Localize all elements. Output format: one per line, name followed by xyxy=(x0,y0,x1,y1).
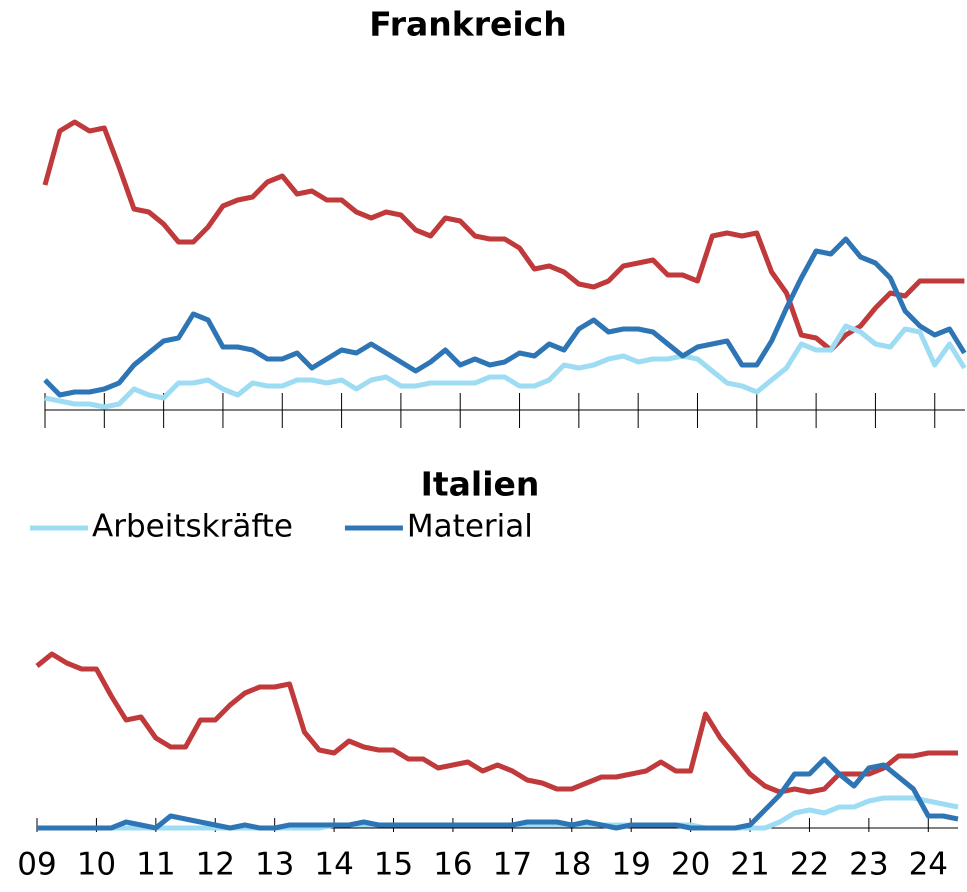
x-tick-label: 10 xyxy=(77,847,116,883)
x-tick-label: 16 xyxy=(433,847,472,883)
series-line xyxy=(42,119,965,353)
x-tick-label: 15 xyxy=(374,847,413,883)
series-line xyxy=(44,323,967,410)
legend-label: Arbeitskräfte xyxy=(92,509,293,545)
chart-title: Italien xyxy=(421,465,540,504)
x-tick-label: 20 xyxy=(671,847,710,883)
x-tick-label: 14 xyxy=(314,847,353,883)
x-tick-label: 23 xyxy=(849,847,888,883)
x-tick-label: 13 xyxy=(255,847,294,883)
x-tick-label: 17 xyxy=(493,847,532,883)
legend-label: Material xyxy=(407,509,533,545)
series-line xyxy=(37,756,959,831)
series-line xyxy=(35,651,958,795)
x-tick-label: 11 xyxy=(136,847,175,883)
x-tick-label: 19 xyxy=(611,847,650,883)
x-tick-label: 21 xyxy=(730,847,769,883)
x-tick-label: 12 xyxy=(196,847,235,883)
x-tick-label: 22 xyxy=(790,847,829,883)
series-line xyxy=(43,236,967,398)
x-tick-label: 24 xyxy=(909,847,948,883)
x-tick-label: 09 xyxy=(17,847,56,883)
x-tick-label: 18 xyxy=(552,847,591,883)
chart-title: Frankreich xyxy=(369,5,566,44)
